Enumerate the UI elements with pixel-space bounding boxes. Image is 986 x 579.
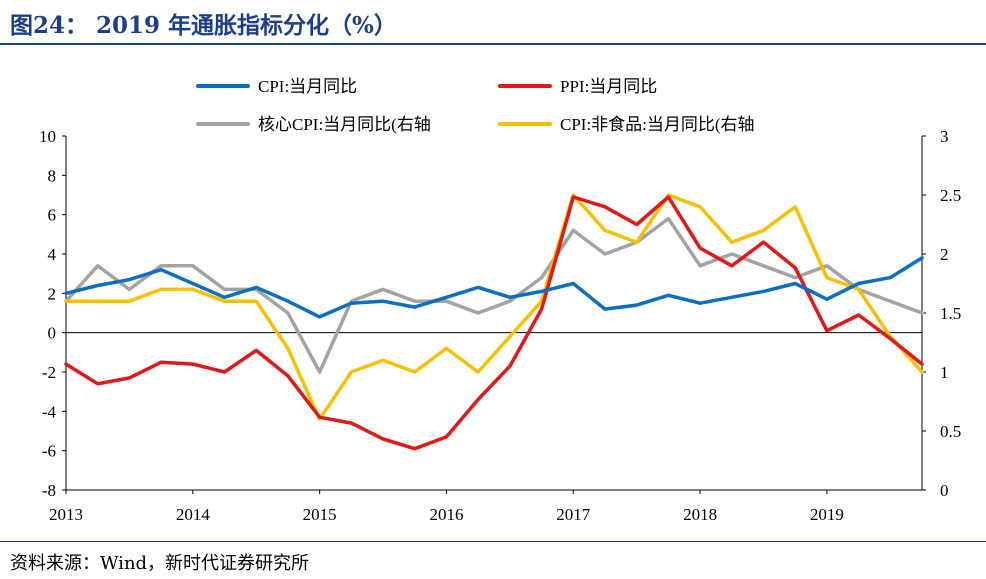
right-tick-label: 0.5 bbox=[940, 422, 961, 441]
series-line-cpi bbox=[64, 256, 924, 319]
left-tick-label: 0 bbox=[48, 324, 57, 343]
series-layer bbox=[64, 193, 924, 451]
x-tick-label: 2018 bbox=[683, 505, 717, 524]
legend-label-cpi: CPI:当月同比 bbox=[258, 77, 357, 96]
left-tick-label: -4 bbox=[42, 402, 57, 421]
left-tick-label: -2 bbox=[42, 363, 56, 382]
series-line-cpi-nonfood bbox=[64, 193, 924, 421]
left-tick-label: -8 bbox=[42, 481, 56, 500]
series-line-core-cpi bbox=[64, 216, 924, 374]
title-rule bbox=[0, 43, 986, 45]
x-tick-label: 2014 bbox=[176, 505, 211, 524]
left-tick-label: 10 bbox=[39, 127, 56, 146]
right-tick-label: 2.5 bbox=[940, 186, 961, 205]
legend-label-ppi: PPI:当月同比 bbox=[560, 77, 657, 96]
source-note: 资料来源：Wind，新时代证券研究所 bbox=[10, 553, 310, 574]
left-tick-label: 8 bbox=[48, 166, 57, 185]
legend-label-cpi-nonfood: CPI:非食品:当月同比(右轴 bbox=[560, 115, 755, 134]
left-tick-label: -6 bbox=[42, 442, 56, 461]
chart-title: 图24： 2019 年通胀指标分化（%） bbox=[10, 12, 397, 39]
right-tick-label: 1 bbox=[940, 363, 949, 382]
x-tick-label: 2019 bbox=[810, 505, 844, 524]
left-tick-label: 2 bbox=[48, 284, 57, 303]
legend-label-core-cpi: 核心CPI:当月同比(右轴 bbox=[258, 115, 431, 134]
x-tick-label: 2013 bbox=[49, 505, 83, 524]
left-tick-label: 6 bbox=[48, 206, 57, 225]
right-tick-label: 1.5 bbox=[940, 304, 961, 323]
x-tick-label: 2017 bbox=[556, 505, 591, 524]
line-chart: -8 -6 -4 -2 0 2 4 6 8 10 0 0.5 1 1.5 2 2.5 3 2013 2014 2015… bbox=[39, 77, 961, 524]
left-tick-label: 4 bbox=[48, 245, 57, 264]
x-tick-label: 2016 bbox=[429, 505, 463, 524]
axes: -8 -6 -4 -2 0 2 4 6 8 10 0 0.5 1 1.5 2 2.5 3 2013 2014 2015… bbox=[39, 127, 961, 524]
series-line-ppi bbox=[64, 195, 924, 451]
x-tick-label: 2015 bbox=[303, 505, 337, 524]
right-tick-label: 3 bbox=[940, 127, 949, 146]
right-tick-label: 0 bbox=[940, 481, 949, 500]
source-rule bbox=[0, 541, 986, 542]
right-tick-label: 2 bbox=[940, 245, 949, 264]
